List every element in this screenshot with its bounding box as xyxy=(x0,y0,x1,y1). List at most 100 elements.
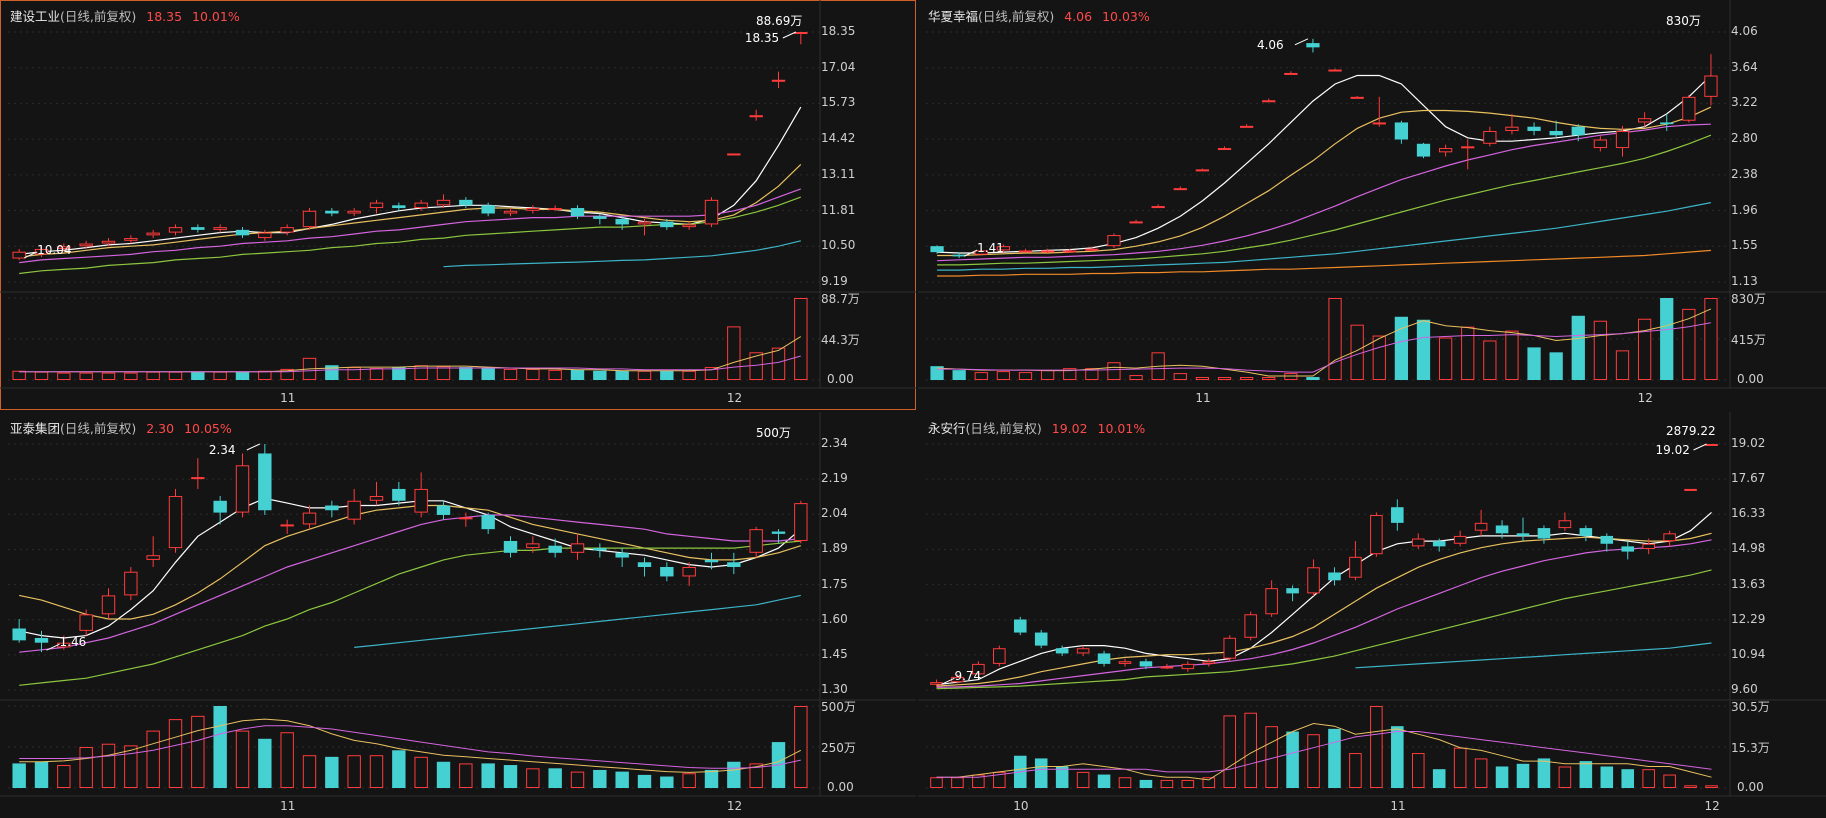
moving-average-line xyxy=(19,106,802,255)
volume-bar xyxy=(1244,712,1257,788)
candle-body xyxy=(1265,588,1278,615)
volume-bar xyxy=(258,738,272,788)
candle-body xyxy=(280,524,294,527)
volume-bar xyxy=(1328,298,1342,380)
candlestick xyxy=(1663,530,1676,547)
candlestick xyxy=(1202,658,1216,667)
candle-body xyxy=(1438,148,1453,153)
candle-body xyxy=(1129,221,1143,224)
candle-body xyxy=(749,529,763,553)
candle-body xyxy=(79,243,93,247)
high-marker-arrow xyxy=(1294,38,1309,46)
volume-bar xyxy=(526,368,540,381)
volume-bar xyxy=(930,366,944,380)
candle-body xyxy=(1579,528,1593,536)
volume-max-label: 830万 xyxy=(1666,14,1701,28)
candle-body xyxy=(146,232,160,236)
candle-body xyxy=(526,208,540,211)
moving-average-line xyxy=(19,514,801,653)
volume-bar xyxy=(1262,377,1276,380)
candlestick xyxy=(325,208,339,217)
candlestick xyxy=(1306,38,1320,53)
candle-body xyxy=(1600,535,1614,544)
candle-body xyxy=(930,246,944,253)
candlestick xyxy=(258,444,272,515)
volume-bar xyxy=(1705,785,1718,788)
candle-body xyxy=(191,477,205,480)
moving-average-line xyxy=(936,539,1712,688)
volume-bar xyxy=(347,755,361,789)
candle-body xyxy=(1195,169,1210,172)
low-price-label: 1.41 xyxy=(977,241,1004,256)
volume-bar xyxy=(704,367,719,380)
volume-max-label: 500万 xyxy=(756,426,791,440)
high-price-label: 2.34 xyxy=(208,443,236,457)
candlestick xyxy=(1637,112,1652,127)
candle-body xyxy=(436,505,451,515)
candle-body xyxy=(12,628,26,641)
candle-body xyxy=(1202,661,1216,664)
volume-tick-label: 830万 xyxy=(1731,292,1766,306)
candle-body xyxy=(771,79,786,82)
price-tick-label: 3.64 xyxy=(1731,59,1758,74)
candle-body xyxy=(503,210,518,214)
volume-bar xyxy=(57,765,71,789)
candlestick xyxy=(1438,144,1453,157)
chart-panel[interactable]: 华夏幸福(日线,前复权) 4.06 10.03% 4.06 3.64 3.22 2.80 2.… xyxy=(918,0,1826,410)
candle-body xyxy=(1684,488,1697,491)
candle-body xyxy=(1328,69,1342,72)
candle-body xyxy=(79,614,93,631)
candlestick xyxy=(1085,246,1099,252)
price-tick-label: 12.29 xyxy=(1731,611,1766,626)
candlestick xyxy=(1217,146,1232,151)
chart-canvas xyxy=(918,0,1826,389)
candlestick xyxy=(459,197,473,209)
volume-average-line xyxy=(937,322,1711,373)
low-marker-arrow xyxy=(941,677,955,685)
moving-average-line xyxy=(19,497,802,639)
chart-panel[interactable]: 建设工业(日线,前复权) 18.35 10.01% 18.35 17.04 15.73 14… xyxy=(0,0,916,410)
volume-bar xyxy=(325,756,339,788)
volume-bar xyxy=(794,298,808,380)
candle-body xyxy=(637,221,652,225)
volume-average-line xyxy=(936,722,1712,781)
candlestick xyxy=(1018,248,1033,253)
candlestick xyxy=(414,472,428,518)
volume-bar xyxy=(124,372,138,380)
volume-bar xyxy=(1173,373,1187,381)
moving-average-line xyxy=(443,240,801,268)
moving-average-line xyxy=(937,249,1711,277)
high-marker-arrow xyxy=(782,31,797,39)
chart-panel[interactable]: 亚泰集团(日线,前复权) 2.30 10.05% 2.34 2.19 2.04 1.89 1.… xyxy=(0,412,916,818)
volume-tick-label: 15.3万 xyxy=(1731,741,1770,755)
candle-body xyxy=(615,218,629,225)
volume-bar xyxy=(1391,726,1404,788)
candle-body xyxy=(235,229,250,236)
candle-body xyxy=(1034,632,1048,646)
price-tick-label: 2.04 xyxy=(821,506,848,521)
candlestick xyxy=(682,562,696,586)
volume-bar xyxy=(1642,769,1655,788)
volume-bar xyxy=(1558,766,1572,788)
volume-average-line xyxy=(19,336,802,373)
candle-body xyxy=(1262,100,1276,103)
price-tick-label: 2.38 xyxy=(1731,166,1758,181)
volume-bar xyxy=(1372,335,1386,381)
date-tick-label: 12 xyxy=(726,391,743,405)
volume-bar xyxy=(615,370,629,380)
candle-body xyxy=(1040,250,1055,253)
volume-bar xyxy=(191,371,205,380)
date-tick-label: 12 xyxy=(726,799,743,813)
volume-bar xyxy=(1350,324,1364,381)
candle-body xyxy=(1642,543,1655,549)
price-tick-label: 15.73 xyxy=(821,95,856,110)
price-tick-label: 4.06 xyxy=(1731,24,1758,38)
candle-body xyxy=(1018,250,1033,253)
candlestick xyxy=(1391,499,1404,531)
candlestick xyxy=(682,221,696,230)
chart-panel[interactable]: 永安行(日线,前复权) 19.02 10.01% 19.02 17.67 16.33 14.… xyxy=(918,412,1826,818)
candlestick xyxy=(1034,629,1048,649)
candle-body xyxy=(12,251,26,259)
candlestick xyxy=(1705,444,1718,446)
candle-body xyxy=(727,153,741,156)
